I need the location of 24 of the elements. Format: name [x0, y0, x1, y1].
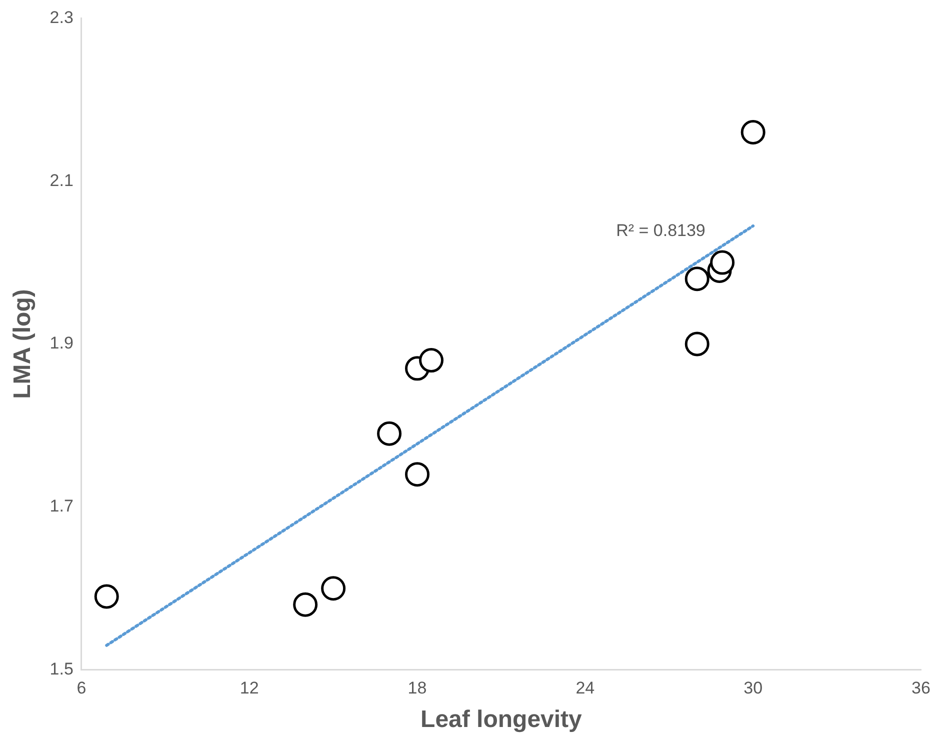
x-tick-label: 36 — [912, 678, 930, 698]
y-tick-label: 1.9 — [50, 334, 74, 353]
point — [377, 421, 402, 446]
point — [684, 332, 710, 356]
y-tick-label: 2.3 — [50, 8, 74, 27]
point — [321, 576, 346, 601]
x-tick-label: 18 — [408, 678, 427, 698]
x-tick-label: 24 — [576, 678, 595, 698]
point — [293, 592, 318, 617]
point — [94, 584, 119, 609]
y-tick-label: 1.5 — [50, 659, 74, 678]
x-tick-label: 30 — [744, 678, 763, 698]
x-tick-label: 12 — [240, 678, 259, 698]
y-tick-label: 1.7 — [50, 496, 74, 516]
y-tick-label: 2.1 — [50, 170, 74, 190]
x-axis-title: Leaf longevity — [420, 706, 583, 734]
y-axis-title: LMA (log) — [9, 289, 36, 399]
point — [419, 348, 444, 373]
annotation: R² = 0.8139 — [616, 220, 706, 240]
point — [684, 266, 710, 292]
point — [405, 462, 430, 487]
x-tick-label: 6 — [76, 678, 86, 698]
point — [710, 250, 735, 275]
point — [740, 120, 766, 144]
